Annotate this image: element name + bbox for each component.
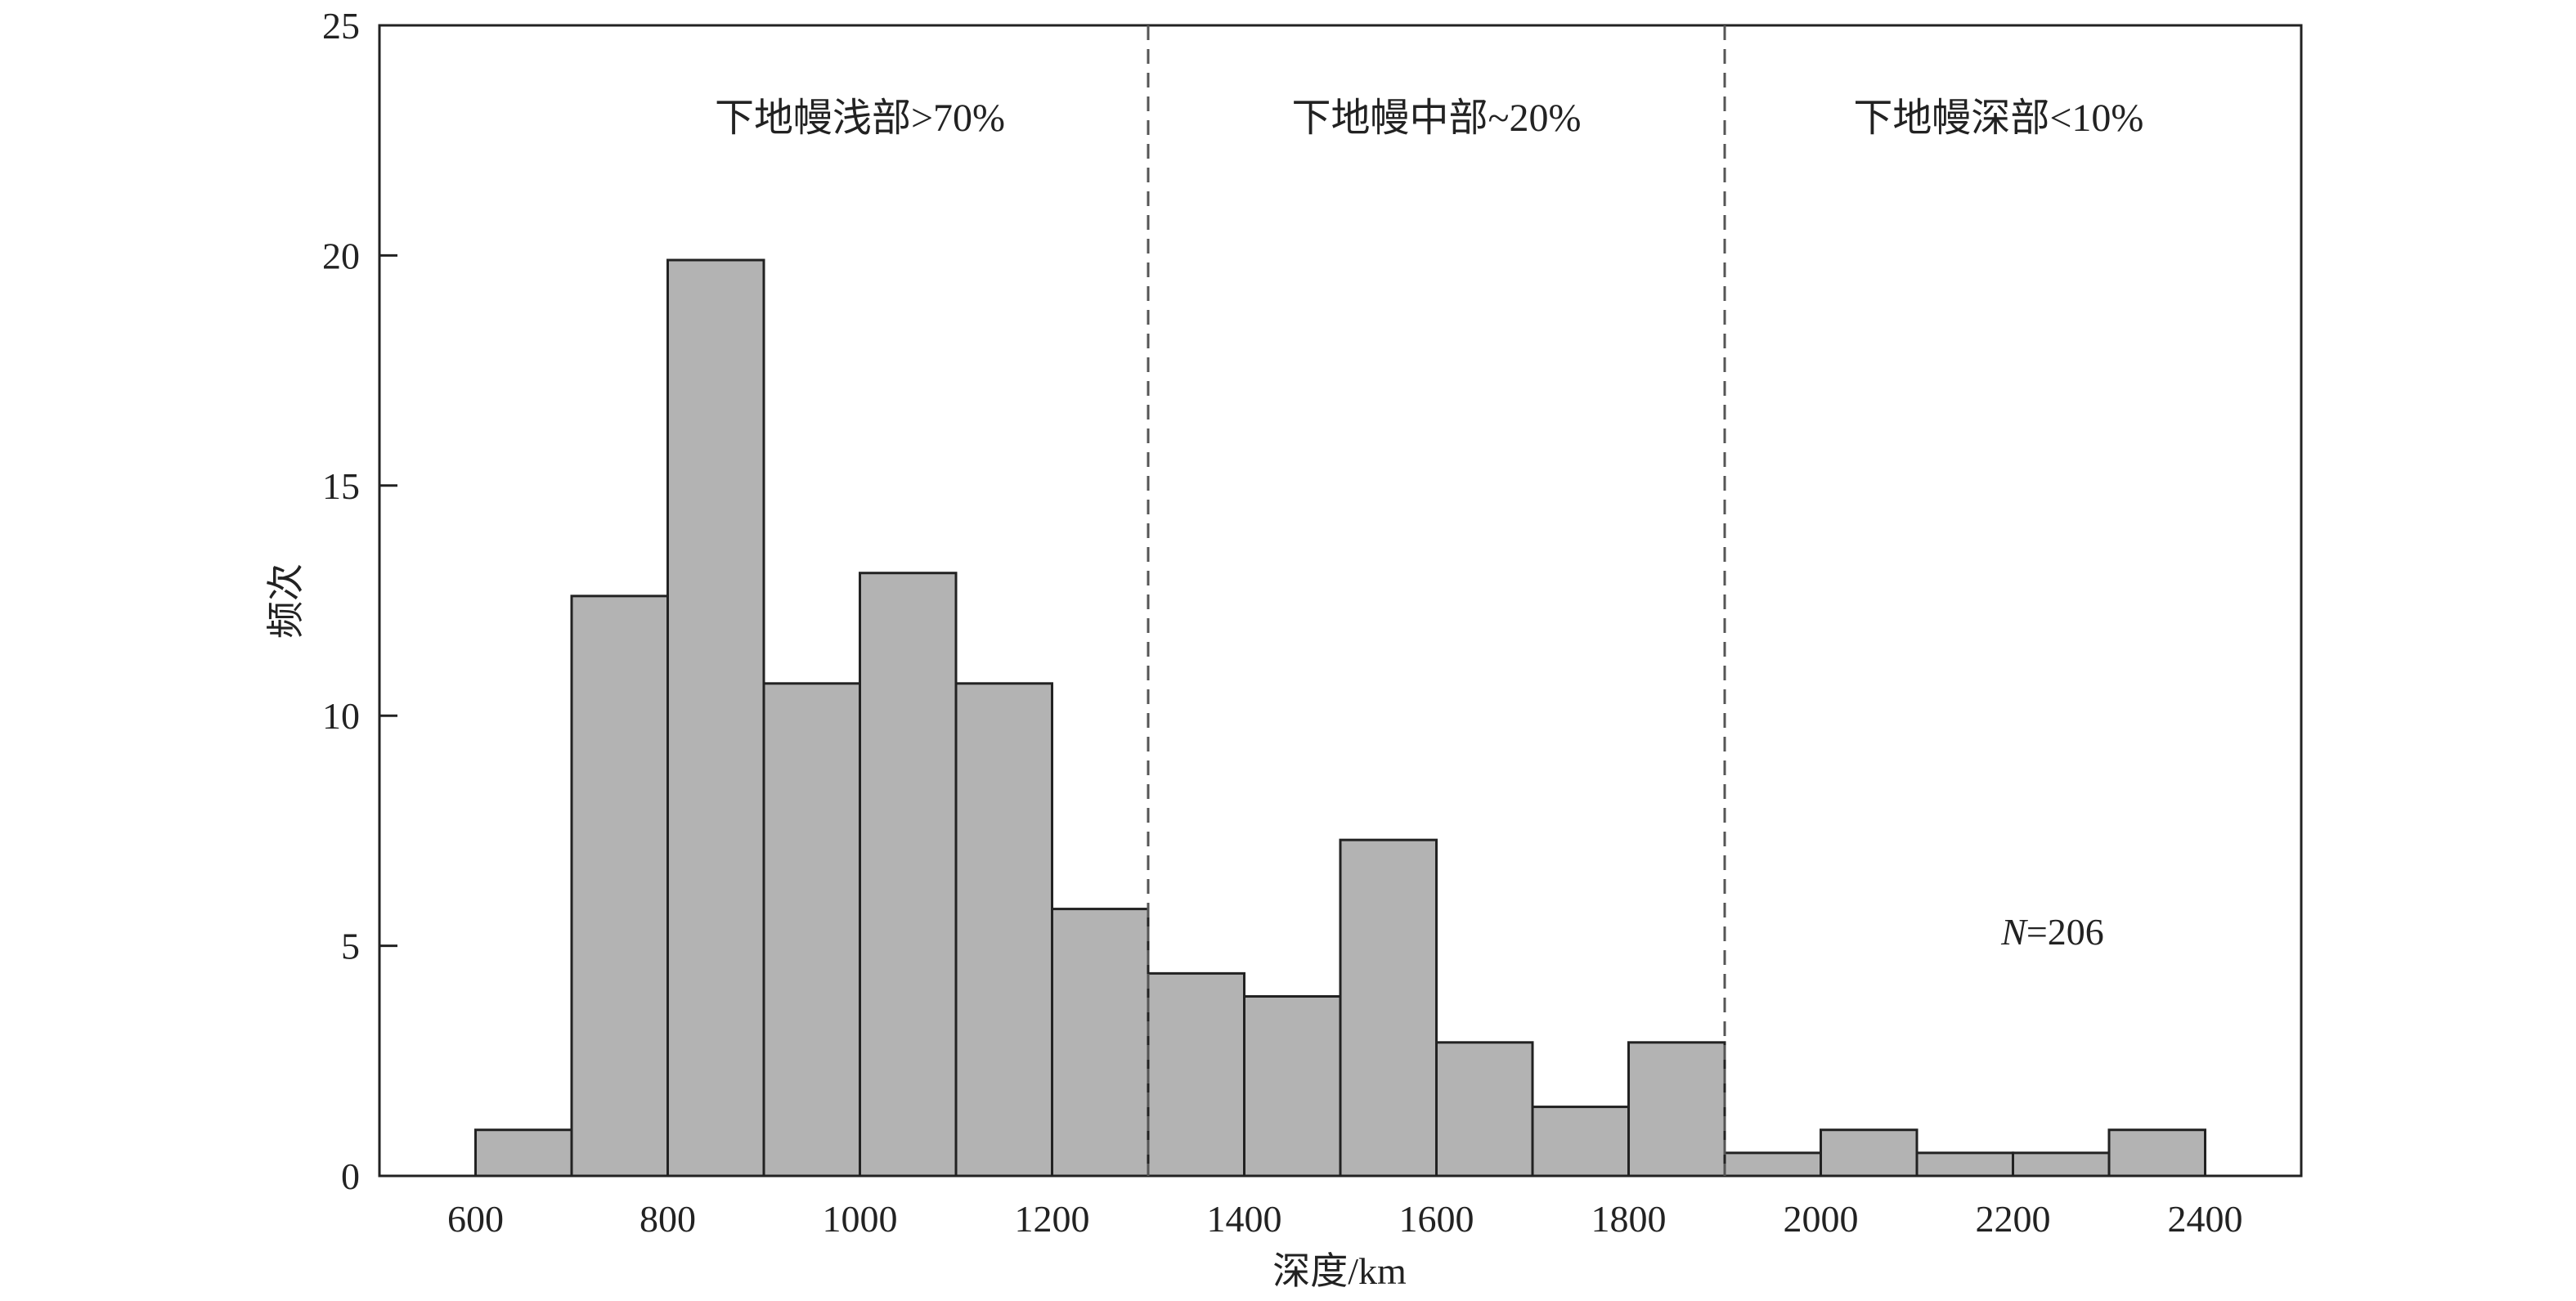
y-tick-label-4: 20: [322, 235, 360, 276]
region-labels-group: 下地幔浅部>70% 下地幔中部~20% 下地幔深部<10%: [715, 96, 2143, 140]
y-tick-label-1: 5: [341, 926, 360, 967]
histogram-bar-2: [666, 258, 765, 1178]
region-label-0: 下地幔浅部>70%: [715, 96, 1005, 140]
x-tick-label-3: 1200: [1015, 1198, 1090, 1240]
x-tick-label-8: 2200: [1976, 1198, 2051, 1240]
x-tick-label-0: 600: [447, 1198, 504, 1240]
histogram-bar-14: [1820, 1128, 1919, 1178]
histogram-bar-5: [954, 682, 1053, 1178]
histogram-bar-1: [570, 594, 669, 1178]
y-tick-label-3: 15: [322, 465, 360, 507]
x-axis: 600 800 1000 1200 1400 1600 1800 2000 2200 2400: [447, 1160, 2243, 1240]
histogram-bar-13: [1723, 1151, 1822, 1178]
reference-lines-group: [1147, 25, 1726, 1176]
x-tick-label-1: 800: [640, 1198, 696, 1240]
histogram-bar-3: [762, 682, 861, 1178]
region-label-2: 下地幔深部<10%: [1853, 96, 2143, 140]
sample-size-symbol: N: [2000, 911, 2028, 953]
histogram-bar-6: [1051, 908, 1150, 1178]
histogram-bar-15: [1915, 1151, 2014, 1178]
x-tick-label-9: 2400: [2168, 1198, 2243, 1240]
histogram-bar-0: [474, 1128, 573, 1178]
histogram-bar-16: [2012, 1151, 2111, 1178]
histogram-bar-17: [2107, 1128, 2206, 1178]
x-tick-label-2: 1000: [823, 1198, 898, 1240]
y-tick-label-2: 10: [322, 695, 360, 737]
x-tick-label-4: 1400: [1207, 1198, 1282, 1240]
sample-size-label: N=206: [2000, 911, 2104, 953]
sample-size-value: =206: [2026, 911, 2104, 953]
region-label-1: 下地幔中部~20%: [1292, 96, 1582, 140]
histogram-bar-7: [1147, 971, 1245, 1178]
bars-group: [379, 258, 2206, 1178]
y-axis: 0 5 10 15 20 25: [322, 5, 397, 1197]
x-tick-label-6: 1800: [1591, 1198, 1667, 1240]
histogram-bar-10: [1435, 1041, 1534, 1178]
histogram-bar-12: [1627, 1041, 1726, 1178]
histogram-bar-11: [1531, 1106, 1630, 1178]
x-tick-label-5: 1600: [1399, 1198, 1474, 1240]
y-axis-label: 频次: [265, 563, 307, 639]
y-tick-label-0: 0: [341, 1155, 360, 1197]
histogram-bar-8: [1243, 995, 1342, 1178]
histogram-bar-9: [1339, 838, 1438, 1178]
y-tick-label-5: 25: [322, 5, 360, 47]
x-tick-label-7: 2000: [1784, 1198, 1859, 1240]
x-axis-label: 深度/km: [1272, 1250, 1407, 1292]
histogram-bar-4: [859, 572, 958, 1178]
